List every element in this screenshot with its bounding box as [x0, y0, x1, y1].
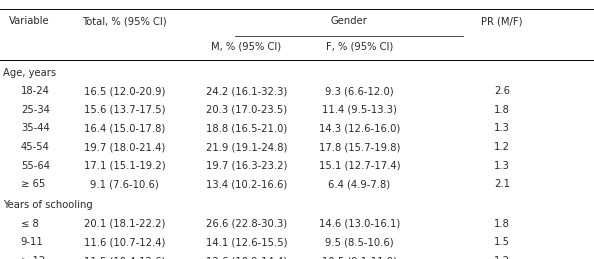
Text: 9.5 (8.5-10.6): 9.5 (8.5-10.6): [325, 238, 394, 247]
Text: 11.5 (10.4-12.6): 11.5 (10.4-12.6): [84, 256, 165, 259]
Text: 18-24: 18-24: [21, 86, 50, 96]
Text: 25-34: 25-34: [21, 105, 50, 115]
Text: 55-64: 55-64: [21, 161, 50, 171]
Text: 17.8 (15.7-19.8): 17.8 (15.7-19.8): [319, 142, 400, 152]
Text: 12.6 (10.9-14.4): 12.6 (10.9-14.4): [206, 256, 287, 259]
Text: 13.4 (10.2-16.6): 13.4 (10.2-16.6): [206, 179, 287, 189]
Text: 24.2 (16.1-32.3): 24.2 (16.1-32.3): [206, 86, 287, 96]
Text: 9.3 (6.6-12.0): 9.3 (6.6-12.0): [325, 86, 394, 96]
Text: Age, years: Age, years: [3, 68, 56, 77]
Text: 45-54: 45-54: [21, 142, 50, 152]
Text: 21.9 (19.1-24.8): 21.9 (19.1-24.8): [206, 142, 287, 152]
Text: 18.8 (16.5-21.0): 18.8 (16.5-21.0): [206, 124, 287, 133]
Text: 1.8: 1.8: [494, 105, 510, 115]
Text: ≥ 12: ≥ 12: [21, 256, 45, 259]
Text: 16.4 (15.0-17.8): 16.4 (15.0-17.8): [84, 124, 165, 133]
Text: Total, % (95% CI): Total, % (95% CI): [83, 16, 167, 26]
Text: 14.1 (12.6-15.5): 14.1 (12.6-15.5): [206, 238, 287, 247]
Text: 1.2: 1.2: [494, 142, 510, 152]
Text: 1.5: 1.5: [494, 238, 510, 247]
Text: Variable: Variable: [9, 16, 49, 26]
Text: 20.3 (17.0-23.5): 20.3 (17.0-23.5): [206, 105, 287, 115]
Text: 15.6 (13.7-17.5): 15.6 (13.7-17.5): [84, 105, 166, 115]
Text: 2.1: 2.1: [494, 179, 510, 189]
Text: 1.8: 1.8: [494, 219, 510, 229]
Text: 15.1 (12.7-17.4): 15.1 (12.7-17.4): [318, 161, 400, 171]
Text: 11.4 (9.5-13.3): 11.4 (9.5-13.3): [322, 105, 397, 115]
Text: 20.1 (18.1-22.2): 20.1 (18.1-22.2): [84, 219, 165, 229]
Text: 26.6 (22.8-30.3): 26.6 (22.8-30.3): [206, 219, 287, 229]
Text: 16.5 (12.0-20.9): 16.5 (12.0-20.9): [84, 86, 165, 96]
Text: 11.6 (10.7-12.4): 11.6 (10.7-12.4): [84, 238, 165, 247]
Text: Gender: Gender: [330, 16, 368, 26]
Text: 10.5 (9.1-11.9): 10.5 (9.1-11.9): [322, 256, 397, 259]
Text: M, % (95% CI): M, % (95% CI): [211, 42, 282, 52]
Text: 9.1 (7.6-10.6): 9.1 (7.6-10.6): [90, 179, 159, 189]
Text: 9-11: 9-11: [21, 238, 43, 247]
Text: 2.6: 2.6: [494, 86, 510, 96]
Text: 14.3 (12.6-16.0): 14.3 (12.6-16.0): [319, 124, 400, 133]
Text: 6.4 (4.9-7.8): 6.4 (4.9-7.8): [328, 179, 390, 189]
Text: 35-44: 35-44: [21, 124, 49, 133]
Text: Years of schooling: Years of schooling: [3, 200, 93, 210]
Text: 19.7 (16.3-23.2): 19.7 (16.3-23.2): [206, 161, 287, 171]
Text: 17.1 (15.1-19.2): 17.1 (15.1-19.2): [84, 161, 166, 171]
Text: 1.3: 1.3: [494, 161, 510, 171]
Text: 1.3: 1.3: [494, 124, 510, 133]
Text: PR (M/F): PR (M/F): [481, 16, 523, 26]
Text: 19.7 (18.0-21.4): 19.7 (18.0-21.4): [84, 142, 165, 152]
Text: 14.6 (13.0-16.1): 14.6 (13.0-16.1): [319, 219, 400, 229]
Text: ≥ 65: ≥ 65: [21, 179, 45, 189]
Text: F, % (95% CI): F, % (95% CI): [326, 42, 393, 52]
Text: ≤ 8: ≤ 8: [21, 219, 39, 229]
Text: 1.2: 1.2: [494, 256, 510, 259]
